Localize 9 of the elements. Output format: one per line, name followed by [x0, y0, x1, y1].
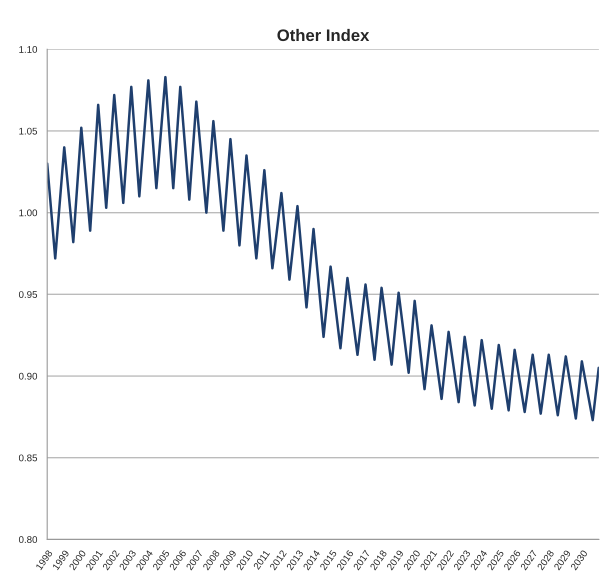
y-tick-label: 0.90 — [18, 372, 38, 380]
line-series — [47, 76, 599, 422]
y-tick-label: 0.95 — [18, 291, 38, 298]
y-tick-label: 1.05 — [19, 128, 38, 135]
y-tick-label: 0.80 — [18, 536, 38, 544]
y-tick-label: 1.10 — [19, 46, 38, 53]
y-tick-label: 0.85 — [18, 454, 38, 462]
chart-title: Other Index — [277, 28, 370, 42]
y-tick-label: 1.00 — [19, 209, 38, 216]
